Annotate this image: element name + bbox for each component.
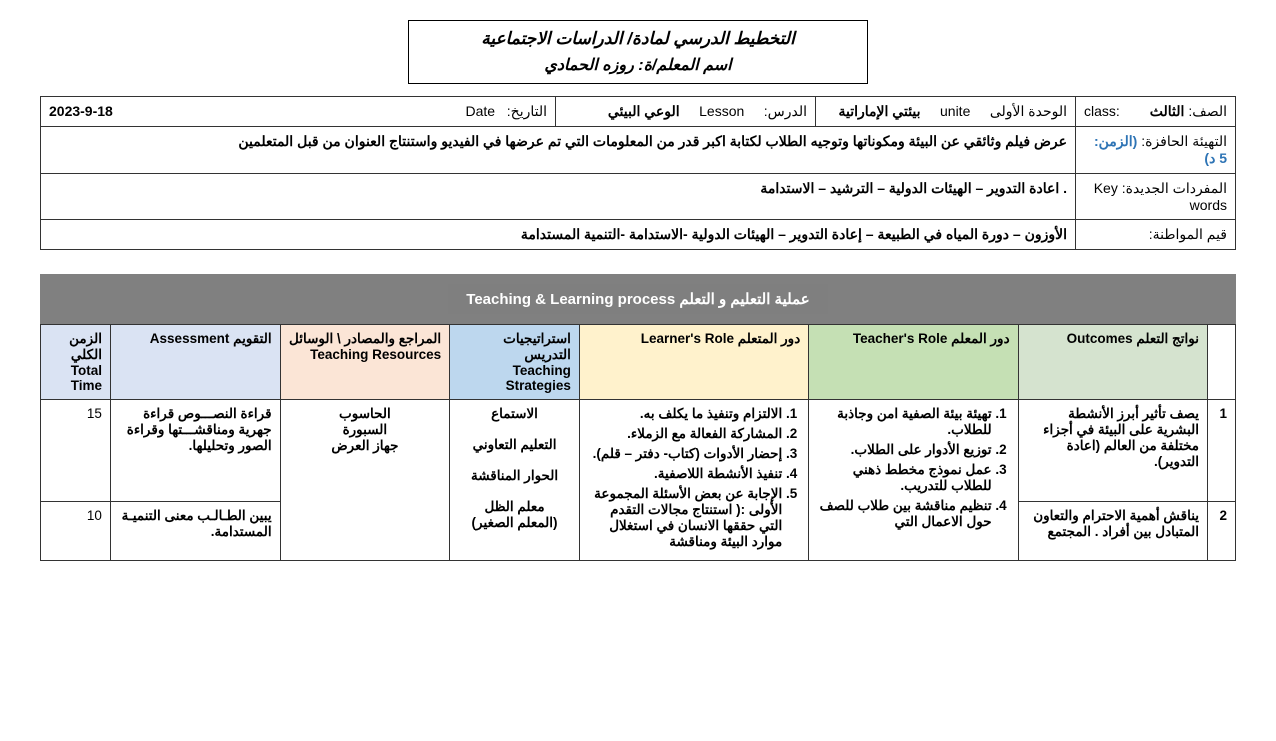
teacher-role-cell: تهيئة بيئة الصفية امن وجاذبة للطلاب. توزي…: [809, 400, 1018, 561]
lesson-en: Lesson: [699, 103, 744, 119]
teacher-role-item: تهيئة بيئة الصفية امن وجاذبة للطلاب.: [817, 406, 991, 438]
outcome-num-2: 2: [1208, 501, 1236, 560]
assessment-1: قراءة النصـــوص قراءة جهرية ومناقشـــتها…: [110, 400, 280, 502]
title-box: التخطيط الدرسي لمادة/ الدراسات الاجتماعي…: [408, 20, 868, 84]
col-learner-header: دور المتعلم Learner's Role: [579, 325, 808, 400]
strategy-ar: استراتيجيات التدريس: [503, 331, 571, 362]
resources-ar: المراجع والمصادر \ الوسائل: [289, 331, 441, 346]
info-table: الصف: الثالث :class الوحدة الأولى unite …: [40, 96, 1236, 250]
date-value: 2023-9-18: [49, 103, 113, 119]
assessment-2: يبين الطـالـب معنى التنميـة المستدامة.: [110, 501, 280, 560]
vocab-row: المفردات الجديدة: Key words . اعادة التد…: [41, 174, 1236, 220]
teacher-role-item: عمل نموذج مخطط ذهني للطلاب للتدريب.: [817, 462, 991, 494]
outcome-text-1: يصف تأثير أبرز الأنشطة البشرية على البيئ…: [1018, 400, 1207, 502]
warmup-content: عرض فيلم وثائقي عن البيئة ومكوناتها وتوج…: [41, 127, 1076, 174]
time-1: 15: [41, 400, 111, 502]
lesson-label: الدرس:: [764, 103, 807, 119]
plan-row-1: 1 يصف تأثير أبرز الأنشطة البشرية على الب…: [41, 400, 1236, 502]
vocab-content: . اعادة التدوير – الهيئات الدولية – التر…: [41, 174, 1076, 220]
info-row: الصف: الثالث :class الوحدة الأولى unite …: [41, 97, 1236, 127]
learner-role-item: المشاركة الفعالة مع الزملاء.: [588, 426, 782, 442]
learner-role-cell: الالتزام وتنفيذ ما يكلف به. المشاركة الفع…: [579, 400, 808, 561]
col-resources-header: المراجع والمصادر \ الوسائل Teaching Reso…: [280, 325, 450, 400]
values-label: قيم المواطنة:: [1076, 220, 1236, 250]
teacher-name: اسم المعلم/ة: روزه الحمادي: [425, 55, 851, 75]
unit-value: بيئتي الإماراتية: [839, 103, 921, 119]
unit-label: الوحدة الأولى: [990, 103, 1067, 119]
col-teacher-header: دور المعلم Teacher's Role: [809, 325, 1018, 400]
time-2: 10: [41, 501, 111, 560]
unit-en: unite: [940, 103, 970, 119]
warmup-row: التهيئة الحافزة: (الزمن: 5 د) عرض فيلم و…: [41, 127, 1236, 174]
date-label: التاريخ:: [507, 103, 547, 119]
col-num-header: [1208, 325, 1236, 400]
class-en: :class: [1084, 103, 1120, 119]
strategy-en: Teaching Strategies: [506, 363, 571, 393]
learner-role-item: إحضار الأدوات (كتاب- دفتر – قلم).: [588, 446, 782, 462]
warmup-label: التهيئة الحافزة:: [1141, 133, 1227, 149]
teacher-role-item: تنظيم مناقشة بين طلاب للصف حول الاعمال ا…: [817, 498, 991, 530]
plan-header-row: نواتج التعلم Outcomes دور المعلم Teacher…: [41, 325, 1236, 400]
values-content: الأوزون – دورة المياه في الطبيعة – إعادة…: [41, 220, 1076, 250]
section-band: عملية التعليم و التعلم Teaching & Learni…: [40, 274, 1236, 324]
outcome-num-1: 1: [1208, 400, 1236, 502]
class-label: الصف:: [1188, 103, 1227, 119]
learner-role-item: الإجابة عن بعض الأسئلة المجموعة الأولى :…: [588, 486, 782, 550]
teacher-role-item: توزيع الأدوار على الطلاب.: [817, 442, 991, 458]
learner-role-item: الالتزام وتنفيذ ما يكلف به.: [588, 406, 782, 422]
date-en: Date: [466, 103, 496, 119]
col-assess-header: التقويم Assessment: [110, 325, 280, 400]
doc-title: التخطيط الدرسي لمادة/ الدراسات الاجتماعي…: [425, 29, 851, 49]
vocab-label: المفردات الجديدة:: [1122, 180, 1227, 196]
col-strategy-header: استراتيجيات التدريس Teaching Strategies: [450, 325, 580, 400]
resources-cell: الحاسوب السبورة جهاز العرض: [280, 400, 450, 561]
learner-role-item: تنفيذ الأنشطة اللاصفية.: [588, 466, 782, 482]
time-ar: الزمن الكلي: [69, 331, 102, 362]
resources-en: Teaching Resources: [310, 347, 441, 362]
values-row: قيم المواطنة: الأوزون – دورة المياه في ا…: [41, 220, 1236, 250]
strategies-cell: الاستماع التعليم التعاوني الحوار المناقش…: [450, 400, 580, 561]
outcome-text-2: يناقش أهمية الاحترام والتعاون المتبادل ب…: [1018, 501, 1207, 560]
lesson-value: الوعي البيئي: [608, 103, 680, 119]
section-title: عملية التعليم و التعلم Teaching & Learni…: [448, 284, 827, 314]
class-value: الثالث: [1150, 103, 1185, 119]
plan-table: نواتج التعلم Outcomes دور المعلم Teacher…: [40, 324, 1236, 561]
col-time-header: الزمن الكلي Total Time: [41, 325, 111, 400]
col-outcomes-header: نواتج التعلم Outcomes: [1018, 325, 1207, 400]
time-en: Total Time: [71, 363, 102, 393]
